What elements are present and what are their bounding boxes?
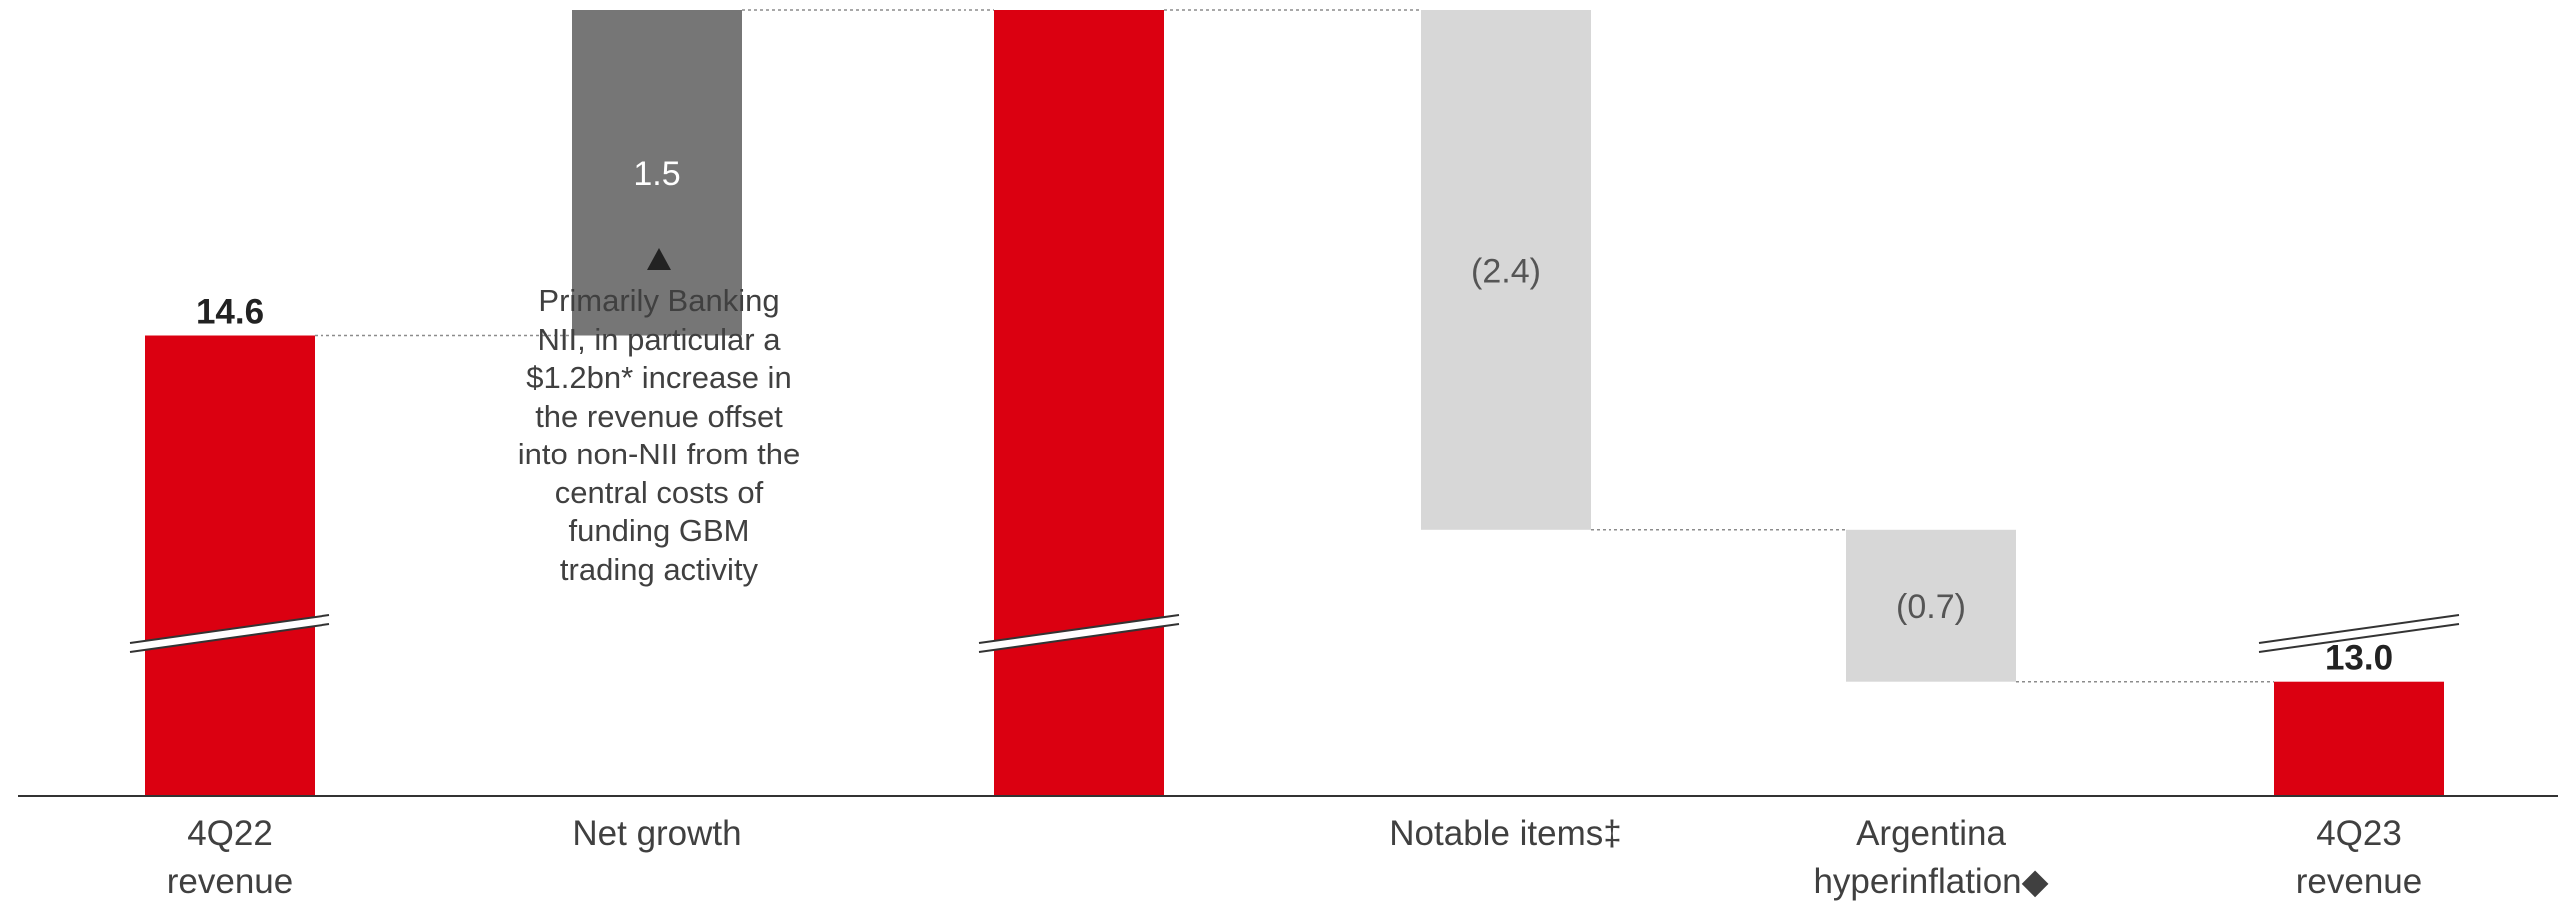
- data-label: (0.7): [1896, 588, 1966, 626]
- category-label: Argentina hyperinflation◆: [1813, 814, 2048, 901]
- category-label: Net growth: [572, 814, 741, 853]
- annotation-line: $1.2bn* increase in: [526, 360, 792, 395]
- category-label: 4Q23 revenue: [2296, 814, 2422, 901]
- data-label: 13.0: [2325, 639, 2393, 678]
- up-arrow-icon: [647, 248, 671, 270]
- increase-bar: [572, 10, 742, 336]
- axis-break-line: [2258, 623, 2460, 653]
- total-bar: [994, 10, 1164, 796]
- axis-break-line: [978, 614, 1180, 644]
- decrease-bar: [1421, 10, 1591, 530]
- category-label: Notable items‡: [1389, 814, 1621, 853]
- annotation-line: Primarily Banking: [538, 283, 780, 318]
- total-bar: [2274, 681, 2444, 796]
- annotation-line: into non-NII from the: [517, 437, 801, 471]
- annotation-line: funding GBM: [568, 513, 750, 548]
- axis-break-band: [2259, 615, 2459, 652]
- net-growth-annotation: Primarily Banking NII, in particular a $…: [479, 282, 839, 589]
- annotation-line: central costs of: [554, 474, 764, 510]
- annotation-line: the revenue offset: [535, 398, 783, 434]
- total-bar: [145, 335, 315, 796]
- category-label: 4Q22 revenue: [167, 814, 293, 901]
- data-label: (2.4): [1471, 252, 1541, 290]
- decrease-bar: [1846, 529, 2016, 682]
- axis-break-line: [129, 623, 330, 653]
- axis-break-line: [978, 623, 1180, 653]
- data-label: 1.5: [633, 155, 680, 193]
- axis-break-line: [2258, 614, 2460, 644]
- axis-break-band: [130, 615, 329, 652]
- annotation-line: trading activity: [559, 551, 759, 587]
- data-label: 14.6: [196, 293, 264, 332]
- axis-break-band: [979, 615, 1179, 652]
- annotation-line: NII, in particular a: [537, 321, 781, 357]
- axis-break-line: [129, 614, 330, 644]
